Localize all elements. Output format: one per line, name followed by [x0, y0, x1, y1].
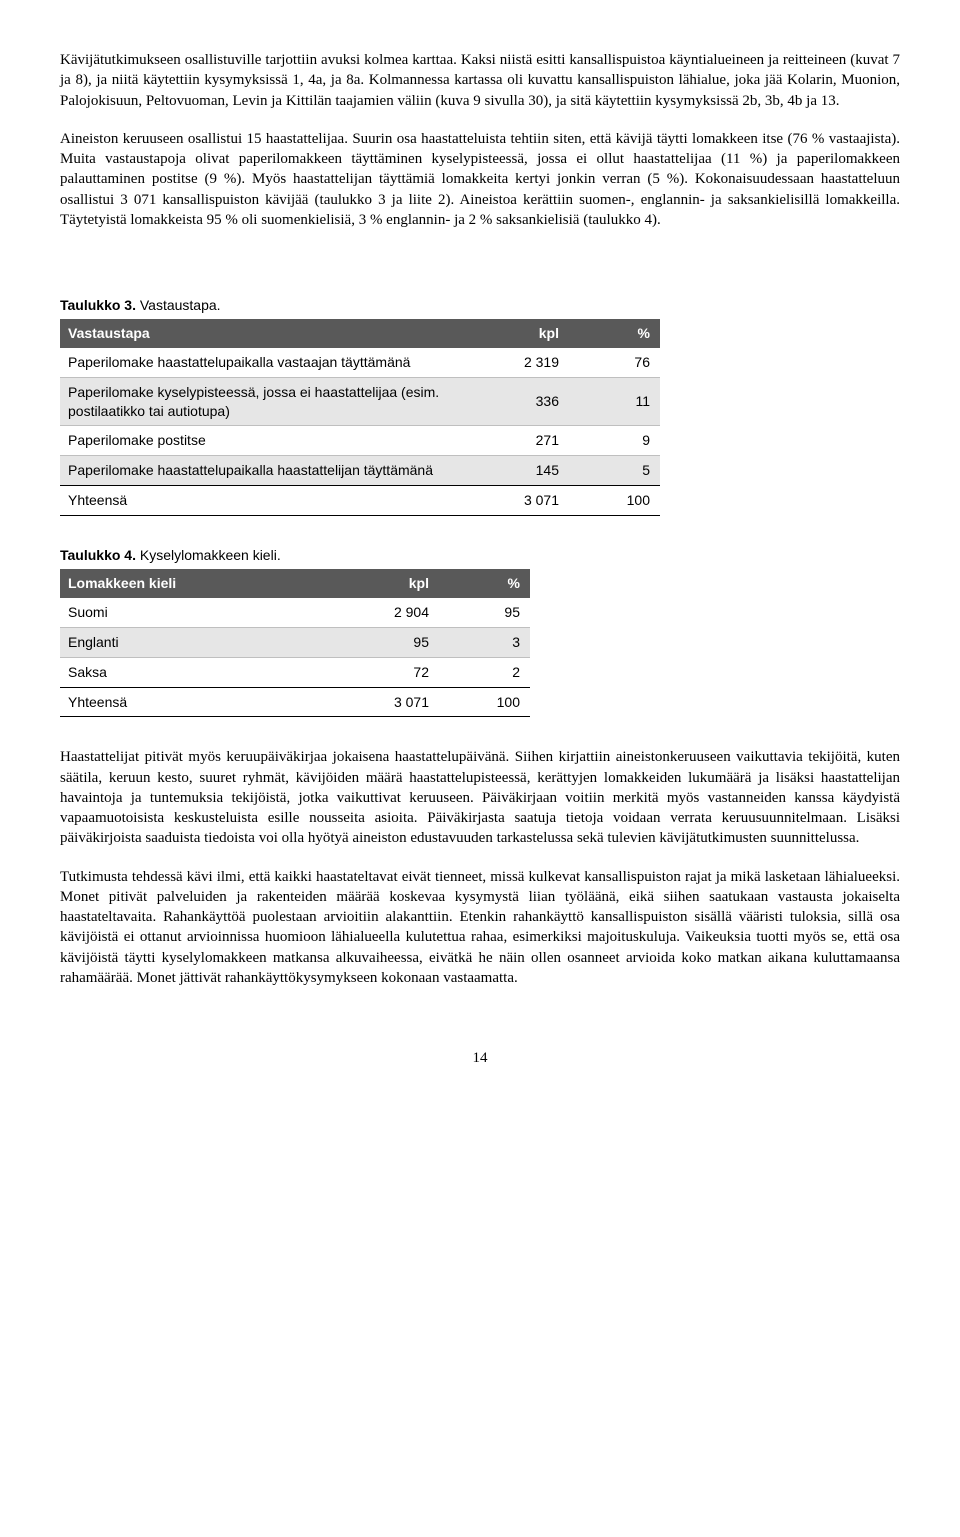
table-row: Englanti953 [60, 627, 530, 657]
table3-caption: Taulukko 3. Vastaustapa. [60, 296, 900, 315]
table4-header-row: Lomakkeen kieli kpl % [60, 569, 530, 598]
row-pct: 95 [439, 598, 530, 627]
total-pct: 100 [569, 486, 660, 516]
table4-caption: Taulukko 4. Kyselylomakkeen kieli. [60, 546, 900, 565]
row-pct: 11 [569, 377, 660, 426]
table-row: Paperilomake postitse2719 [60, 426, 660, 456]
table3-caption-bold: Taulukko 3. [60, 297, 136, 313]
table4-caption-rest: Kyselylomakkeen kieli. [136, 547, 281, 563]
row-kpl: 271 [478, 426, 569, 456]
table-row: Saksa722 [60, 657, 530, 687]
table4-header-pct: % [439, 569, 530, 598]
table-total-row: Yhteensä3 071100 [60, 486, 660, 516]
row-pct: 2 [439, 657, 530, 687]
total-pct: 100 [439, 687, 530, 717]
row-kpl: 145 [478, 456, 569, 486]
table-row: Paperilomake haastattelupaikalla vastaaj… [60, 348, 660, 377]
row-pct: 5 [569, 456, 660, 486]
table4: Lomakkeen kieli kpl % Suomi2 90495Englan… [60, 569, 530, 717]
table3-header-row: Vastaustapa kpl % [60, 319, 660, 348]
row-label: Paperilomake haastattelupaikalla vastaaj… [60, 348, 478, 377]
total-kpl: 3 071 [348, 687, 439, 717]
row-kpl: 2 904 [348, 598, 439, 627]
body-paragraph-4: Tutkimusta tehdessä kävi ilmi, että kaik… [60, 867, 900, 989]
page-number: 14 [60, 1048, 900, 1068]
row-kpl: 2 319 [478, 348, 569, 377]
table3-header-vastaustapa: Vastaustapa [60, 319, 478, 348]
table3-caption-rest: Vastaustapa. [136, 297, 221, 313]
body-paragraph-2: Aineiston keruuseen osallistui 15 haasta… [60, 129, 900, 230]
body-paragraph-1: Kävijätutkimukseen osallistuville tarjot… [60, 50, 900, 111]
table4-header-kieli: Lomakkeen kieli [60, 569, 348, 598]
row-kpl: 336 [478, 377, 569, 426]
body-paragraph-3: Haastattelijat pitivät myös keruupäiväki… [60, 747, 900, 848]
table-row: Paperilomake haastattelupaikalla haastat… [60, 456, 660, 486]
row-label: Suomi [60, 598, 348, 627]
table3-header-pct: % [569, 319, 660, 348]
total-label: Yhteensä [60, 486, 478, 516]
row-label: Paperilomake postitse [60, 426, 478, 456]
table-row: Suomi2 90495 [60, 598, 530, 627]
row-label: Paperilomake kyselypisteessä, jossa ei h… [60, 377, 478, 426]
table-row: Paperilomake kyselypisteessä, jossa ei h… [60, 377, 660, 426]
table4-header-kpl: kpl [348, 569, 439, 598]
total-label: Yhteensä [60, 687, 348, 717]
table-total-row: Yhteensä3 071100 [60, 687, 530, 717]
table4-caption-bold: Taulukko 4. [60, 547, 136, 563]
total-kpl: 3 071 [478, 486, 569, 516]
row-kpl: 95 [348, 627, 439, 657]
row-pct: 3 [439, 627, 530, 657]
table3: Vastaustapa kpl % Paperilomake haastatte… [60, 319, 660, 516]
row-label: Saksa [60, 657, 348, 687]
row-pct: 76 [569, 348, 660, 377]
table3-header-kpl: kpl [478, 319, 569, 348]
row-label: Englanti [60, 627, 348, 657]
row-pct: 9 [569, 426, 660, 456]
row-label: Paperilomake haastattelupaikalla haastat… [60, 456, 478, 486]
row-kpl: 72 [348, 657, 439, 687]
